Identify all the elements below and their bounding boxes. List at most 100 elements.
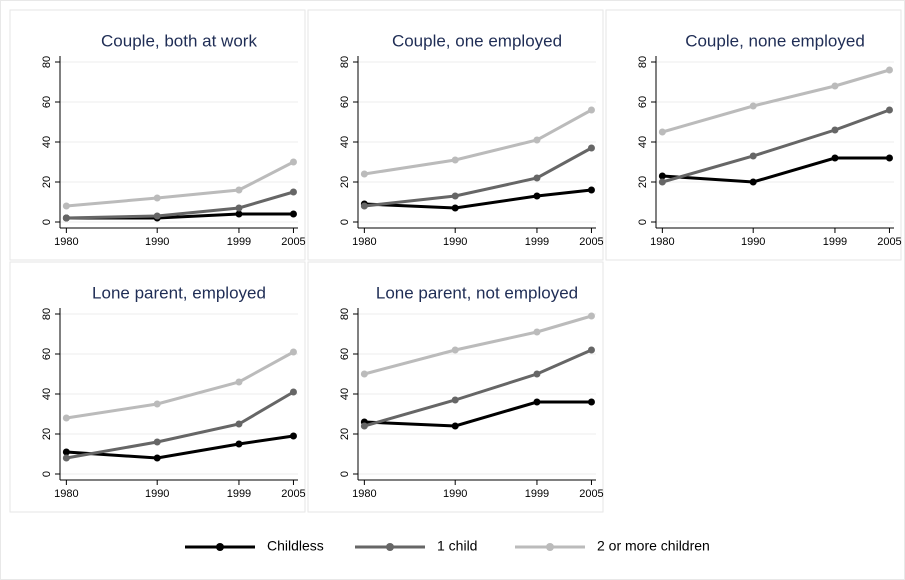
- y-tick-label: 40: [637, 136, 649, 148]
- x-tick-label: 1990: [443, 236, 467, 248]
- series-line: [66, 390, 295, 460]
- y-tick-label: 60: [41, 348, 53, 360]
- point: [289, 388, 297, 396]
- y-tick-label: 0: [637, 219, 649, 225]
- series-line: [66, 350, 295, 420]
- point: [885, 154, 893, 162]
- point: [587, 398, 595, 406]
- point: [360, 422, 368, 430]
- series-line: [364, 108, 593, 176]
- series-line: [66, 160, 295, 208]
- point: [235, 204, 243, 212]
- series-line: [363, 348, 593, 428]
- panel: [307, 9, 604, 261]
- point: [749, 102, 757, 110]
- point: [235, 210, 243, 218]
- series-line: [661, 68, 890, 134]
- point: [533, 328, 541, 336]
- x-tick-label: 1990: [145, 236, 169, 248]
- y-tick-label: 20: [339, 428, 351, 440]
- y-tick-label: 60: [41, 96, 53, 108]
- panel: [9, 261, 306, 513]
- point: [360, 202, 368, 210]
- point: [831, 154, 839, 162]
- point: [885, 66, 893, 74]
- legend-marker: [546, 543, 554, 551]
- y-tick-label: 0: [41, 471, 53, 477]
- point: [831, 82, 839, 90]
- point: [62, 202, 70, 210]
- x-tick-label: 1999: [823, 236, 847, 248]
- series-line: [66, 434, 294, 460]
- x-tick-label: 1980: [352, 488, 376, 500]
- point: [749, 152, 757, 160]
- point: [587, 312, 595, 320]
- point: [289, 432, 297, 440]
- y-tick-label: 20: [339, 176, 351, 188]
- x-tick-label: 1999: [227, 236, 251, 248]
- point: [885, 106, 893, 114]
- point: [235, 420, 243, 428]
- series-line: [662, 156, 890, 184]
- point: [658, 128, 666, 136]
- point: [289, 188, 297, 196]
- point: [153, 438, 161, 446]
- point: [533, 192, 541, 200]
- x-tick-label: 2005: [579, 488, 603, 500]
- point: [533, 398, 541, 406]
- y-tick-label: 60: [339, 96, 351, 108]
- y-tick-label: 80: [41, 308, 53, 320]
- legend-label: Childless: [267, 538, 324, 554]
- x-tick-label: 1980: [54, 488, 78, 500]
- point: [831, 126, 839, 134]
- x-tick-label: 1999: [525, 488, 549, 500]
- x-tick-label: 1999: [525, 236, 549, 248]
- x-tick-label: 1990: [145, 488, 169, 500]
- point: [153, 400, 161, 408]
- x-tick-label: 1999: [227, 488, 251, 500]
- point: [153, 194, 161, 202]
- x-tick-label: 1990: [443, 488, 467, 500]
- x-tick-label: 2005: [579, 236, 603, 248]
- point: [62, 214, 70, 222]
- x-tick-label: 1980: [352, 236, 376, 248]
- point: [62, 448, 70, 456]
- point: [153, 212, 161, 220]
- y-tick-label: 40: [41, 136, 53, 148]
- point: [153, 454, 161, 462]
- point: [658, 178, 666, 186]
- series-line: [364, 146, 593, 208]
- x-tick-label: 2005: [877, 236, 901, 248]
- y-tick-label: 0: [41, 219, 53, 225]
- x-tick-label: 1980: [650, 236, 674, 248]
- x-tick-label: 2005: [281, 236, 305, 248]
- y-tick-label: 80: [339, 308, 351, 320]
- point: [451, 204, 459, 212]
- series-line: [66, 190, 294, 220]
- y-tick-label: 60: [637, 96, 649, 108]
- series-line: [363, 314, 592, 376]
- point: [533, 370, 541, 378]
- point: [533, 174, 541, 182]
- y-tick-label: 40: [339, 136, 351, 148]
- series-line: [661, 108, 890, 184]
- point: [451, 156, 459, 164]
- point: [451, 422, 459, 430]
- point: [749, 178, 757, 186]
- y-tick-label: 0: [339, 219, 351, 225]
- point: [360, 370, 368, 378]
- legend-marker: [216, 543, 224, 551]
- legend-label: 2 or more children: [597, 538, 710, 554]
- point: [451, 396, 459, 404]
- point: [62, 454, 70, 462]
- point: [451, 192, 459, 200]
- point: [235, 440, 243, 448]
- point: [235, 186, 243, 194]
- series-line: [364, 188, 592, 210]
- point: [587, 106, 595, 114]
- point: [587, 144, 595, 152]
- y-tick-label: 40: [339, 388, 351, 400]
- y-tick-label: 20: [637, 176, 649, 188]
- panel-title: Couple, one employed: [392, 31, 562, 50]
